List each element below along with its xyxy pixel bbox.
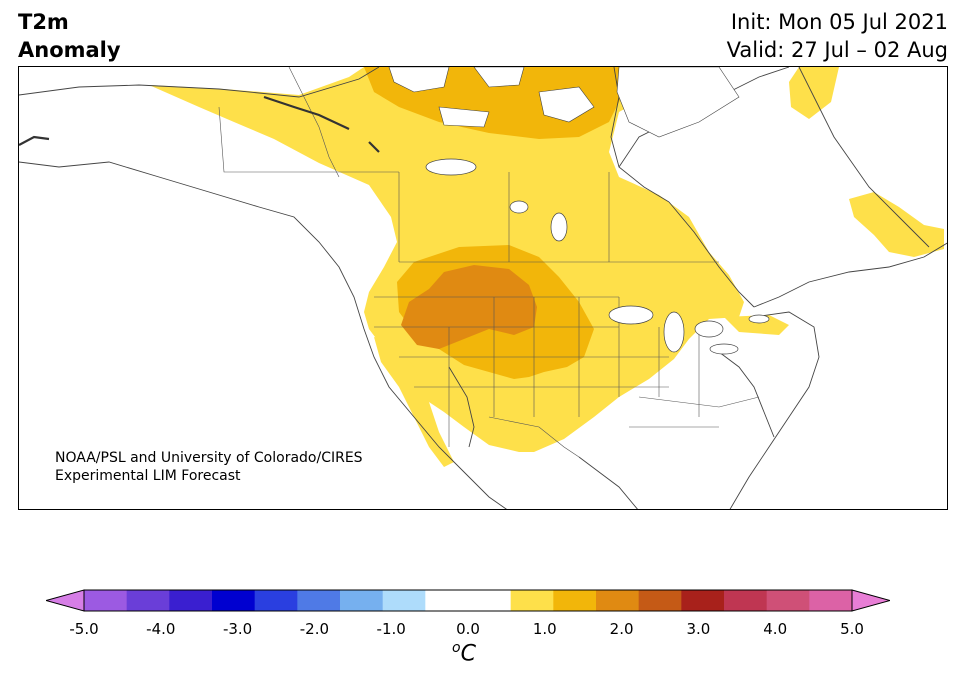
colorbar-cell: [254, 590, 298, 611]
anomaly-region-orange: [401, 265, 537, 349]
colorbar-cell: [126, 590, 170, 611]
colorbar-cell: [340, 590, 384, 611]
colorbar-tick-label: 1.0: [532, 620, 557, 638]
colorbar-cell: [596, 590, 640, 611]
title-line-1: T2m: [18, 10, 69, 34]
colorbar-tick-label: 0.0: [456, 620, 480, 638]
colorbar-tick-label: 4.0: [763, 620, 788, 638]
colorbar-cell: [553, 590, 597, 611]
colorbar-extend-min: [46, 589, 85, 612]
rivers: [19, 95, 380, 153]
colorbar-tick-label: 2.0: [609, 620, 634, 638]
valid-range: Valid: 27 Jul – 02 Aug: [726, 38, 948, 62]
colorbar-tick-label: 5.0: [840, 620, 864, 638]
lakes: [425, 158, 770, 355]
political-borders: [218, 67, 760, 458]
unit-letter: C: [460, 641, 476, 667]
map-svg: [19, 67, 947, 509]
colorbar: [46, 589, 890, 612]
colorbar-cell: [297, 590, 341, 611]
colorbar-cell: [724, 590, 768, 611]
arctic-islands: [388, 67, 740, 138]
anomaly-region-light-west-coast: [374, 337, 454, 467]
colorbar-tick-label: -5.0: [69, 620, 99, 638]
anomaly-region-light-labrador: [849, 192, 944, 257]
attribution-line-1: NOAA/PSL and University of Colorado/CIRE…: [55, 450, 363, 466]
anomaly-region-light-great-lakes: [724, 315, 789, 335]
colorbar-cell: [212, 590, 256, 611]
colorbar-tick-label: 3.0: [686, 620, 711, 638]
colorbar-cell: [681, 590, 725, 611]
colorbar-ticks: -5.0 -4.0 -3.0 -2.0 -1.0 0.0 1.0 2.0 3.0 4.0 5.0: [0, 620, 959, 640]
attribution: NOAA/PSL and University of Colorado/CIRE…: [55, 449, 363, 485]
colorbar-cell: [425, 590, 469, 611]
attribution-line-2: Experimental LIM Forecast: [55, 468, 241, 484]
colorbar-cell: [382, 590, 426, 611]
colorbar-frame: [83, 589, 853, 612]
colorbar-tick-label: -4.0: [146, 620, 176, 638]
colorbar-cell: [468, 590, 512, 611]
colorbar-tick-label: -2.0: [299, 620, 330, 638]
map-panel: [18, 66, 948, 510]
colorbar-cells: [46, 589, 890, 612]
init-date: Init: Mon 05 Jul 2021: [730, 10, 948, 34]
colorbar-unit: oC: [452, 640, 476, 666]
colorbar-cell: [510, 590, 554, 611]
colorbar-cell: [809, 590, 853, 611]
colorbar-cell: [766, 590, 810, 611]
colorbar-cell: [84, 590, 128, 611]
colorbar-extend-max: [851, 589, 890, 612]
colorbar-cell: [169, 590, 213, 611]
forecast-dates: Init: Mon 05 Jul 2021 Valid: 27 Jul – 02…: [727, 8, 948, 64]
title-line-2: Anomaly: [18, 38, 121, 62]
map-title: T2m Anomaly: [18, 8, 121, 64]
colorbar-tick-label: -3.0: [222, 620, 253, 638]
degree-symbol: o: [452, 640, 461, 656]
colorbar-tick-label: -1.0: [376, 620, 406, 638]
anomaly-region-light-greenland-edge: [789, 67, 839, 119]
colorbar-cell: [638, 590, 682, 611]
